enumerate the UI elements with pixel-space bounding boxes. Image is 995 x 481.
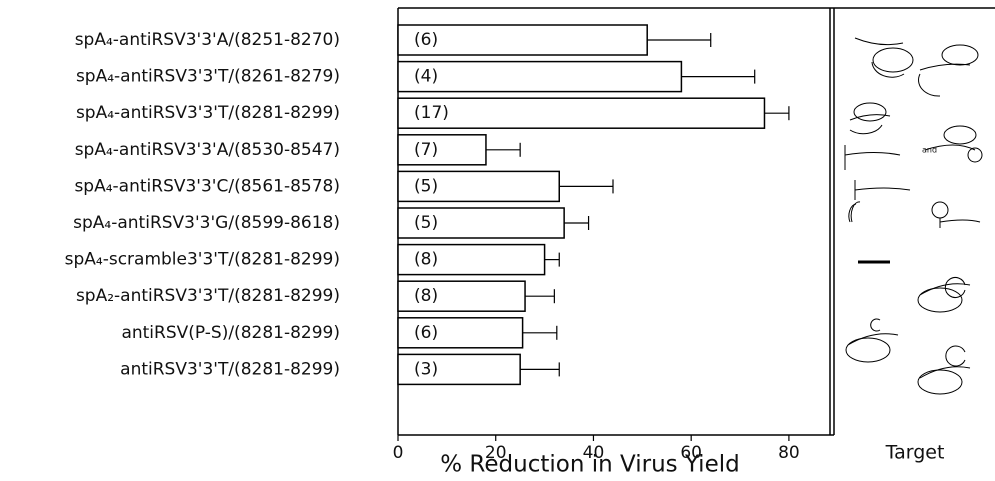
y-tick-label: spA₄-antiRSV3'3'A/(8251-8270) [75,30,340,50]
bar-label: (3) [414,359,438,379]
x-tick-label: 0 [393,443,404,463]
y-tick-label: antiRSV3'3'T/(8281-8299) [120,359,340,379]
target-annotation: and [922,146,937,155]
x-tick-label: 60 [680,443,702,463]
bar-label: (17) [414,103,449,123]
panel-label: Target [885,442,945,464]
bar [397,60,683,93]
y-tick-label: spA₄-antiRSV3'3'A/(8530-8547) [75,140,340,160]
x-tick-label: 40 [583,443,605,463]
bar [397,170,560,203]
y-tick-label: spA₄-antiRSV3'3'G/(8599-8618) [73,213,340,233]
bar-label: (5) [414,176,438,196]
bar [397,97,766,129]
y-tick-label: spA₄-scramble3'3'T/(8281-8299) [65,250,340,270]
bar-label: (6) [414,323,438,343]
bar-label: (8) [414,250,438,270]
y-tick-label: spA₄-antiRSV3'3'C/(8561-8578) [74,176,340,196]
x-tick-label: 80 [778,443,800,463]
bar [397,134,487,166]
bar-label: (4) [414,67,438,87]
x-tick-label: 20 [485,443,507,463]
y-tick-label: antiRSV(P-S)/(8281-8299) [121,323,340,343]
bar [397,24,648,56]
bar [397,243,546,276]
bar [397,207,565,239]
bar-label: (6) [414,30,438,50]
y-tick-label: spA₄-antiRSV3'3'T/(8281-8299) [76,103,340,123]
bar-label: (7) [414,140,438,160]
target-icons [844,37,983,395]
y-tick-label: spA₂-antiRSV3'3'T/(8281-8299) [76,286,340,306]
bar [397,353,521,386]
bar-label: (8) [414,286,438,306]
bar [397,317,524,349]
bar [397,280,526,312]
x-axis-title: % Reduction in Virus Yield [440,452,739,478]
y-tick-label: spA₄-antiRSV3'3'T/(8261-8279) [76,67,340,87]
bar-label: (5) [414,213,438,233]
